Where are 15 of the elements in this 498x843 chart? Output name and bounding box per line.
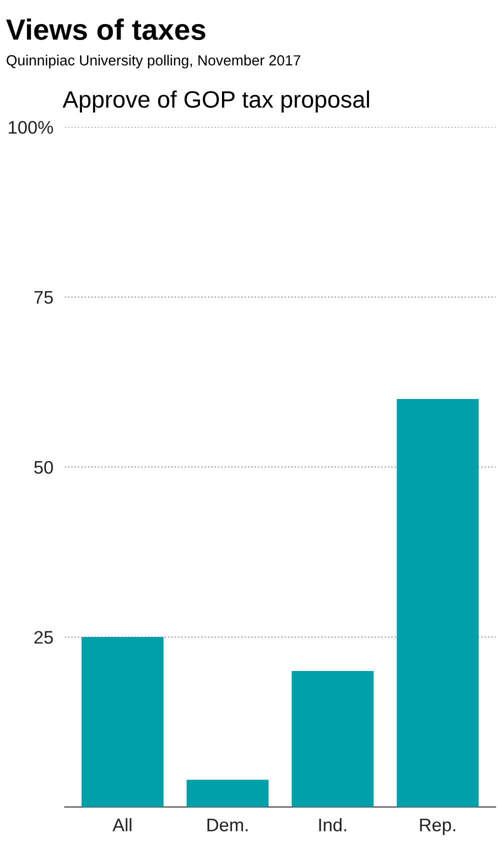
bar [186, 780, 269, 808]
x-tick-label: All [112, 818, 132, 832]
y-tick-label: 75 [34, 291, 53, 304]
bar [396, 399, 479, 808]
x-tick-label: Rep. [420, 818, 456, 835]
x-tick-label: Dem. [208, 818, 248, 832]
text: Approve of GOP tax proposal [62, 90, 370, 112]
y-tick-label: 25 [34, 630, 53, 644]
chart-title: Views of taxes [6, 18, 206, 40]
y-tick-label: 50 [34, 460, 53, 474]
x-tick-label: Ind. [319, 818, 346, 832]
chart-subtitle: Quinnipiac University polling, November 2017 [6, 54, 300, 68]
bar [82, 637, 164, 808]
y-tick-label: 100% [8, 120, 53, 134]
bar [292, 671, 374, 808]
